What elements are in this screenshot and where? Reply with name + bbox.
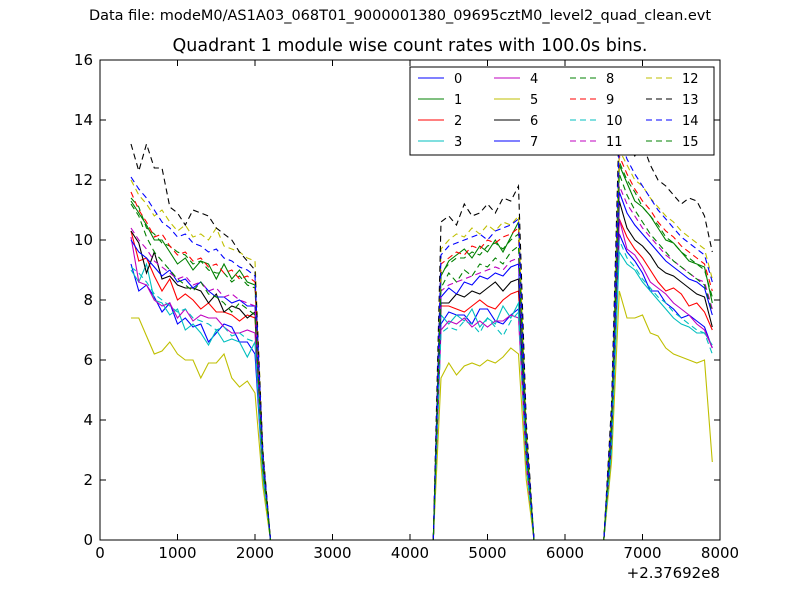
legend-label-10: 10	[606, 114, 623, 129]
y-tick-label: 0	[83, 531, 93, 549]
y-tick-label: 14	[74, 111, 93, 129]
legend-label-9: 9	[606, 93, 614, 108]
x-tick-label: 3000	[313, 544, 351, 562]
legend-label-6: 6	[530, 114, 538, 129]
x-tick-label: 0	[95, 544, 105, 562]
x-offset-label: +2.37692e8	[627, 564, 720, 582]
series-line-10	[130, 239, 713, 541]
legend-label-11: 11	[606, 135, 623, 150]
y-tick-label: 12	[74, 171, 93, 189]
x-tick-label: 5000	[468, 544, 506, 562]
y-tick-label: 10	[74, 231, 93, 249]
x-tick-label: 2000	[236, 544, 274, 562]
tick-layer: 0 1000 2000 3000 4000 5000 6000 7000 80000246810…	[74, 51, 739, 562]
legend-label-1: 1	[454, 93, 462, 108]
y-tick-label: 4	[83, 411, 93, 429]
y-tick-label: 2	[83, 471, 93, 489]
legend-label-0: 0	[454, 72, 462, 87]
series-line-14	[130, 137, 713, 541]
figure-suptitle: Data file: modeM0/AS1A03_068T01_90000013…	[88, 8, 712, 24]
x-tick-label: 6000	[546, 544, 584, 562]
x-tick-label: 4000	[391, 544, 429, 562]
x-tick-label: 8000	[701, 544, 739, 562]
y-tick-label: 8	[83, 291, 93, 309]
legend-label-7: 7	[530, 135, 538, 150]
y-tick-label: 16	[74, 51, 93, 69]
plot-frame	[99, 59, 721, 541]
legend-label-14: 14	[682, 114, 699, 129]
legend-box	[409, 66, 715, 156]
legend-label-8: 8	[606, 72, 614, 87]
legend-label-5: 5	[530, 93, 538, 108]
legend-label-4: 4	[530, 72, 538, 87]
legend-label-3: 3	[454, 135, 462, 150]
x-tick-label: 7000	[623, 544, 661, 562]
chart-title: Quadrant 1 module wise count rates with …	[172, 36, 648, 56]
x-tick-label: 1000	[158, 544, 196, 562]
legend-label-12: 12	[682, 72, 699, 87]
legend-label-15: 15	[682, 135, 699, 150]
legend-label-2: 2	[454, 114, 462, 129]
y-tick-label: 6	[83, 351, 93, 369]
legend-label-13: 13	[682, 93, 699, 108]
